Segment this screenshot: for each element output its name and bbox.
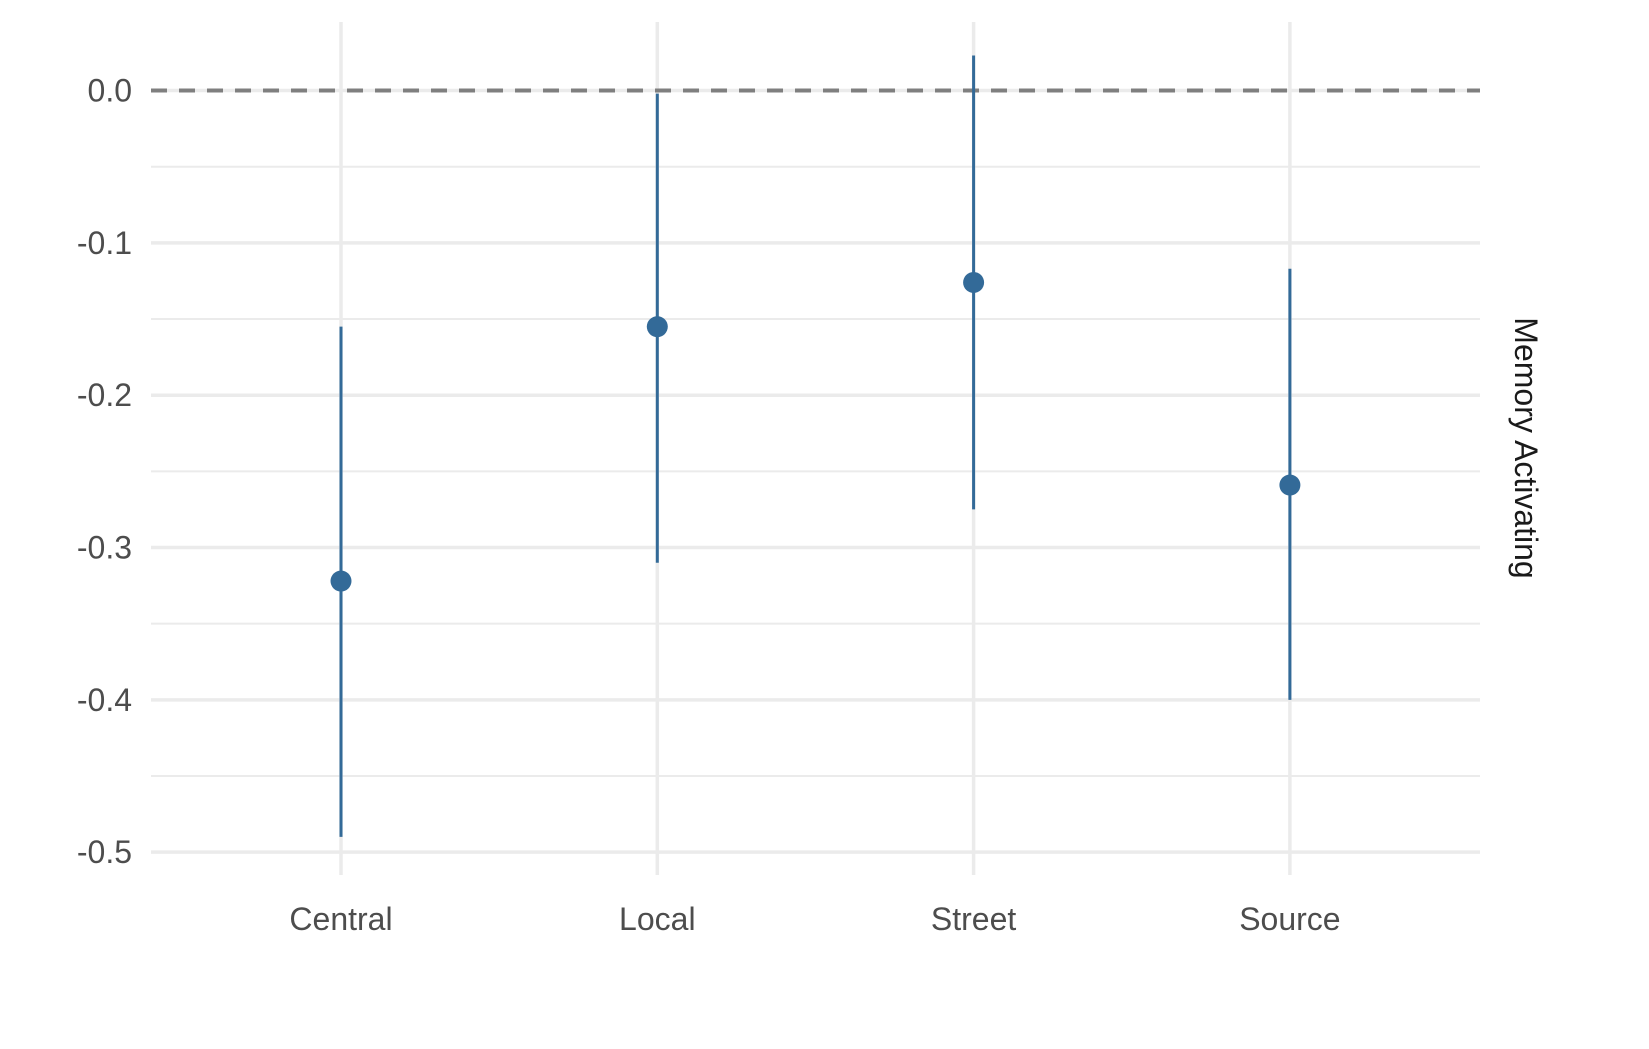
grid-minor [151, 165, 1480, 777]
y-tick-label: -0.2 [77, 377, 132, 413]
point-source [1279, 474, 1301, 496]
x-tick-label: Street [931, 901, 1016, 937]
grid-major [151, 22, 1480, 875]
point-estimates [330, 271, 1301, 592]
x-tick-label: Central [289, 901, 392, 937]
x-tick-label: Local [619, 901, 696, 937]
x-axis-labels: Central Local Street Source [289, 901, 1340, 937]
facet-strip-label: Memory Activating [1508, 317, 1544, 578]
point-street [963, 271, 985, 293]
point-local [646, 316, 668, 338]
y-tick-label: -0.1 [77, 225, 132, 261]
y-tick-label: -0.3 [77, 530, 132, 566]
y-axis-labels: 0.0 -0.1 -0.2 -0.3 -0.4 -0.5 [77, 73, 132, 871]
y-tick-label: -0.4 [77, 682, 132, 718]
y-tick-label: 0.0 [88, 73, 132, 109]
y-tick-label: -0.5 [77, 834, 132, 870]
confidence-intervals [339, 55, 1292, 837]
point-central [330, 570, 352, 592]
x-tick-label: Source [1239, 901, 1340, 937]
